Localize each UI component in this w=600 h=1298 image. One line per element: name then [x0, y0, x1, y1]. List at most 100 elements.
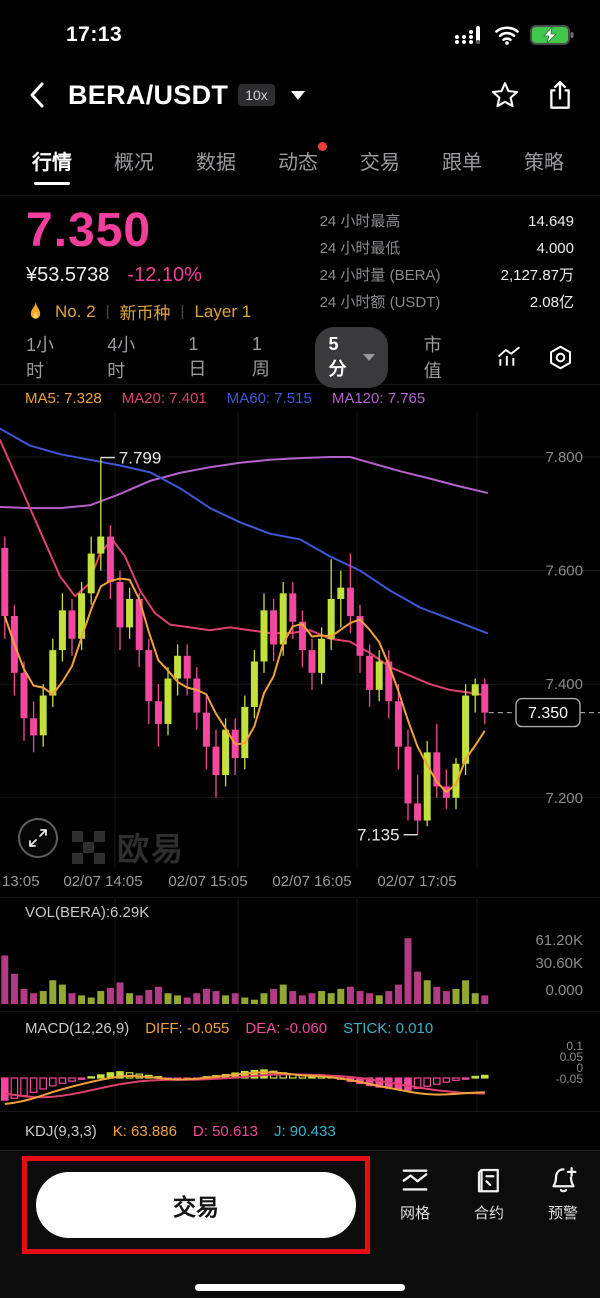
badge-separator: |: [105, 303, 110, 321]
macd-labels: MACD(12,26,9) DIFF: -0.055 DEA: -0.060 S…: [0, 1012, 600, 1040]
home-indicator[interactable]: [195, 1284, 405, 1291]
timeframe-5m-selected[interactable]: 5分: [315, 326, 388, 388]
new-coin-badge[interactable]: 新币种: [119, 304, 171, 324]
bottom-action-bar: 交易 网格 合约 预警: [0, 1150, 600, 1298]
expand-arrows-icon: [29, 829, 47, 847]
time-tick: 13:05: [2, 873, 40, 890]
trade-button[interactable]: 交易: [36, 1172, 356, 1238]
macd-panel[interactable]: MACD(12,26,9) DIFF: -0.055 DEA: -0.060 S…: [0, 1012, 600, 1112]
svg-text:7.350: 7.350: [528, 705, 568, 722]
layer1-badge[interactable]: Layer 1: [194, 301, 252, 321]
timeframe-5m-label: 5分: [328, 333, 347, 379]
stat-label: 24 小时额 (USDT): [319, 294, 441, 311]
ma120-label: MA120: 7.765: [331, 390, 426, 407]
svg-text:7.400: 7.400: [545, 676, 583, 693]
svg-text:7.135: 7.135: [357, 826, 400, 845]
kdj-panel[interactable]: KDJ(9,3,3) K: 63.886 D: 50.613 J: 90.433: [0, 1112, 600, 1150]
svg-text:0.1: 0.1: [566, 1040, 583, 1053]
contracts-label: 合约: [473, 1205, 504, 1222]
okx-watermark: 欧易: [72, 824, 185, 870]
stat-value: 4.000: [536, 240, 574, 257]
rank-badge[interactable]: No. 2: [55, 301, 96, 321]
timeframe-4h[interactable]: 4小时: [107, 335, 136, 381]
pair-title: BERA/USDT: [68, 79, 229, 110]
stat-label: 24 小时最高: [319, 213, 401, 230]
stat-row: 24 小时额 (USDT) 2.08亿: [320, 289, 574, 316]
timeframe-caret-icon: [362, 353, 375, 361]
pair-dropdown-caret-icon[interactable]: [290, 90, 305, 100]
share-icon[interactable]: [546, 80, 574, 110]
candlestick-chart[interactable]: 7.800 7.600 7.400 7.200 7.799 7.135 7.350 欧易: [0, 412, 600, 868]
svg-text:7.800: 7.800: [545, 449, 583, 466]
tab-news[interactable]: 动态: [278, 132, 327, 193]
svg-text:0.05: 0.05: [560, 1050, 584, 1064]
contract-document-icon: [477, 1168, 499, 1193]
tab-overview[interactable]: 概况: [114, 152, 154, 174]
timeframe-1w[interactable]: 1周: [251, 333, 270, 379]
back-button[interactable]: [26, 78, 60, 112]
grid-trading-button[interactable]: 网格: [390, 1165, 440, 1223]
ma20-label: MA20: 7.401: [121, 390, 207, 407]
contracts-button[interactable]: 合约: [464, 1165, 514, 1223]
favorite-star-icon[interactable]: [490, 80, 520, 110]
svg-text:0.000: 0.000: [545, 982, 583, 999]
kdj-j-value: J: 90.433: [273, 1122, 336, 1140]
last-price: 7.350: [26, 204, 152, 257]
svg-text:61.20K: 61.20K: [535, 932, 583, 949]
stat-label: 24 小时量 (BERA): [319, 267, 441, 284]
macd-diff-value: DIFF: -0.055: [145, 1019, 230, 1037]
ma5-label: MA5: 7.328: [25, 390, 102, 407]
svg-text:-0.05: -0.05: [556, 1072, 584, 1086]
tab-strategy[interactable]: 策略: [524, 152, 564, 174]
tab-quotes[interactable]: 行情: [32, 132, 72, 193]
macd-stick-value: STICK: 0.010: [343, 1019, 434, 1037]
grid-trading-icon: [402, 1169, 428, 1191]
cellular-signal-icon: [455, 26, 480, 44]
ma60-label: MA60: 7.515: [226, 390, 312, 407]
price-alert-button[interactable]: 预警: [538, 1165, 588, 1223]
chart-settings-icon[interactable]: [547, 344, 574, 371]
tab-copy-trading[interactable]: 跟单: [442, 152, 482, 174]
fullscreen-expand-button[interactable]: [18, 818, 58, 858]
notification-dot: [318, 142, 327, 151]
time-axis: 13:05 02/07 14:05 02/07 15:05 02/07 16:0…: [0, 868, 600, 898]
chart-type-icon[interactable]: [495, 344, 523, 370]
okx-watermark-text: 欧易: [117, 831, 186, 867]
okx-logo-icon: [72, 830, 105, 864]
leverage-badge: 10x: [238, 84, 275, 106]
status-time: 17:13: [66, 23, 123, 46]
fiat-price: ¥53.5738: [26, 264, 110, 287]
volume-panel[interactable]: 61.20K 30.60K 0.000 VOL(BERA):6.29K: [0, 898, 600, 1012]
market-cap-tab[interactable]: 市值: [423, 335, 442, 381]
macd-dea-value: DEA: -0.060: [245, 1019, 328, 1037]
svg-text:0: 0: [576, 1061, 583, 1075]
stat-row: 24 小时最低 4.000: [320, 235, 574, 262]
time-tick: 02/07 15:05: [168, 873, 248, 890]
time-tick: 02/07 14:05: [63, 873, 143, 890]
svg-text:30.60K: 30.60K: [535, 955, 583, 972]
timeframe-bar: 1小时 4小时 1日 1周 5分 市值: [0, 326, 600, 388]
time-tick: 02/07 16:05: [272, 873, 352, 890]
svg-text:7.200: 7.200: [545, 790, 583, 807]
kdj-d-value: D: 50.613: [192, 1122, 258, 1140]
back-chevron-icon: [30, 82, 44, 108]
tab-trade[interactable]: 交易: [360, 152, 400, 174]
wifi-icon: [495, 26, 519, 45]
macd-chart-svg: 0.10.050-0.05: [0, 1040, 584, 1112]
nav-tabs: 行情 概况 数据 动态 交易 跟单 策略: [0, 130, 600, 196]
volume-chart-svg: 61.20K 30.60K 0.000: [1, 898, 583, 1012]
hot-flame-icon: [30, 301, 41, 319]
badge-separator: |: [180, 303, 185, 321]
timeframe-1d[interactable]: 1日: [188, 333, 207, 379]
time-tick: 02/07 17:05: [377, 873, 457, 890]
stat-value: 2.08亿: [529, 294, 574, 311]
highlight-annotation-box: 交易: [22, 1156, 370, 1254]
svg-text:7.799: 7.799: [119, 449, 162, 468]
header: BERA/USDT 10x: [0, 60, 600, 130]
kdj-title: KDJ(9,3,3): [25, 1122, 97, 1140]
tab-data[interactable]: 数据: [196, 152, 236, 174]
price-change-24h: -12.10%: [127, 264, 202, 287]
volume-label: VOL(BERA):6.29K: [25, 904, 150, 921]
timeframe-1h[interactable]: 1小时: [26, 335, 55, 381]
